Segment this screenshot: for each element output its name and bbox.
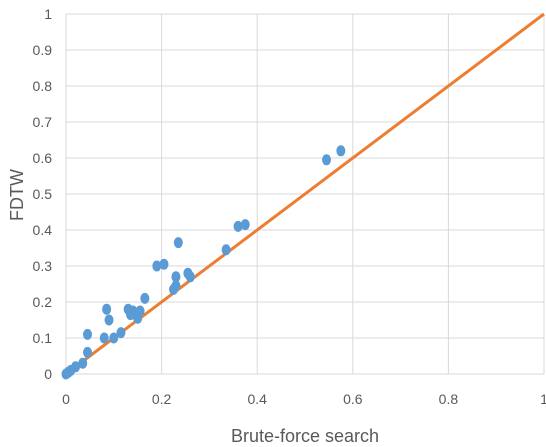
x-tick-label: 0.2: [152, 391, 172, 407]
reference-line-group: [65, 12, 545, 376]
data-point: [102, 303, 112, 315]
data-point: [83, 346, 93, 358]
x-tick-label: 1: [540, 391, 546, 407]
x-tick-label: 0.6: [343, 391, 363, 407]
data-point: [71, 361, 81, 373]
x-tick-label: 0.8: [439, 391, 459, 407]
y-axis-title: FDTW: [7, 169, 27, 221]
data-point: [109, 332, 119, 344]
data-point: [240, 219, 250, 231]
points-group: [61, 145, 346, 380]
data-point: [185, 271, 195, 283]
y-tick-label: 0.3: [33, 258, 53, 274]
data-point: [99, 332, 109, 344]
data-point: [322, 154, 332, 166]
data-point: [140, 292, 150, 304]
x-tick-label: 0.4: [247, 391, 267, 407]
data-point: [116, 327, 126, 339]
data-point: [336, 145, 346, 157]
data-point: [173, 237, 183, 249]
data-point: [104, 314, 114, 326]
y-tick-label: 0: [44, 366, 52, 382]
x-tick-labels: 0 0.2 0.4 0.6 0.8 1: [62, 391, 546, 407]
x-axis-title: Brute-force search: [231, 426, 379, 446]
data-point: [233, 220, 243, 232]
y-tick-label: 0.1: [33, 330, 53, 346]
y-tick-label: 0.7: [33, 114, 53, 130]
x-tick-label: 0: [62, 391, 70, 407]
data-point: [135, 305, 145, 317]
y-tick-label: 0.5: [33, 186, 53, 202]
data-point: [171, 280, 181, 292]
data-point: [83, 328, 93, 340]
data-point: [78, 357, 88, 369]
data-point: [152, 260, 162, 272]
data-point: [171, 271, 181, 283]
y-tick-label: 0.9: [33, 42, 53, 58]
y-tick-label: 0.2: [33, 294, 53, 310]
y-tick-label: 1: [44, 6, 52, 22]
data-point: [221, 244, 231, 256]
data-point: [159, 258, 169, 270]
reference-line: [65, 12, 545, 376]
y-tick-labels: 0 0.1 0.2 0.3 0.4 0.5 0.6 0.7 0.8 0.9 1: [33, 6, 53, 382]
y-tick-label: 0.4: [33, 222, 53, 238]
y-tick-label: 0.6: [33, 150, 53, 166]
y-tick-label: 0.8: [33, 78, 53, 94]
